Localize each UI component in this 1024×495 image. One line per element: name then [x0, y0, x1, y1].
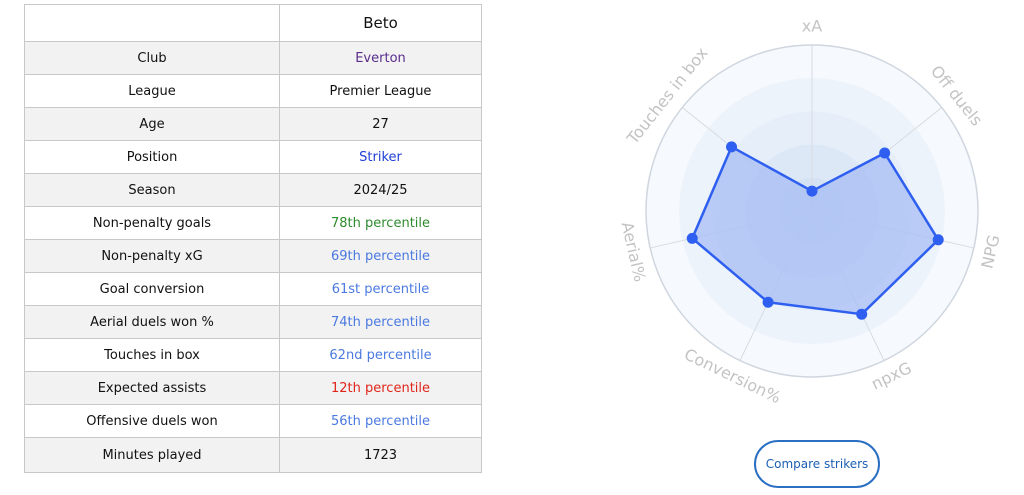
- row-value: 12th percentile: [279, 371, 482, 405]
- row-label: Aerial duels won %: [24, 305, 280, 339]
- row-value: 78th percentile: [279, 206, 482, 240]
- table-row: Club Everton: [24, 41, 482, 75]
- row-value: 1723: [279, 437, 482, 473]
- radar-axis-label: NPG: [977, 233, 1003, 270]
- radar-point: [932, 234, 944, 246]
- radar-series-area: [690, 145, 940, 316]
- row-label: Goal conversion: [24, 272, 280, 306]
- row-label: Touches in box: [24, 338, 280, 372]
- row-label: Season: [24, 173, 280, 207]
- row-value: 61st percentile: [279, 272, 482, 306]
- row-value: Everton: [279, 41, 482, 75]
- radar-axis-label: xA: [802, 17, 822, 36]
- table-row: Aerial duels won % 74th percentile: [24, 305, 482, 339]
- row-label: Age: [24, 107, 280, 141]
- radar-point: [879, 147, 891, 159]
- compare-strikers-button[interactable]: Compare strikers: [754, 440, 880, 488]
- table-row: Age 27: [24, 107, 482, 141]
- player-name-text: Beto: [363, 14, 398, 32]
- radar-chart: xA Off duels NPG npxG Conversion% Aerial% Touc…: [600, 6, 1020, 426]
- radar-point: [806, 185, 818, 197]
- table-row: Non-penalty xG 69th percentile: [24, 239, 482, 273]
- row-value: Striker: [279, 140, 482, 174]
- row-value: 62nd percentile: [279, 338, 482, 372]
- table-row: Minutes played 1723: [24, 437, 482, 473]
- header-empty-cell: [24, 4, 280, 42]
- radar-axis-label: Aerial%: [617, 220, 649, 284]
- table-row: Expected assists 12th percentile: [24, 371, 482, 405]
- table-row: Season 2024/25: [24, 173, 482, 207]
- row-label: Minutes played: [24, 437, 280, 473]
- row-value: 27: [279, 107, 482, 141]
- table-header-row: Beto: [24, 4, 482, 42]
- radar-point: [726, 141, 738, 153]
- table-row: Goal conversion 61st percentile: [24, 272, 482, 306]
- row-label: Offensive duels won: [24, 404, 280, 438]
- row-value: Premier League: [279, 74, 482, 108]
- player-stats-table: Beto Club Everton League Premier League Age 2…: [24, 4, 482, 473]
- radar-point: [762, 296, 774, 308]
- row-label: Non-penalty goals: [24, 206, 280, 240]
- table-row: Non-penalty goals 78th percentile: [24, 206, 482, 240]
- table-row: League Premier League: [24, 74, 482, 108]
- row-value: 69th percentile: [279, 239, 482, 273]
- row-label: Position: [24, 140, 280, 174]
- player-name: Beto: [279, 4, 482, 42]
- row-value: 74th percentile: [279, 305, 482, 339]
- table-row: Position Striker: [24, 140, 482, 174]
- row-label: Non-penalty xG: [24, 239, 280, 273]
- radar-point: [686, 232, 698, 244]
- table-row: Offensive duels won 56th percentile: [24, 404, 482, 438]
- row-label: League: [24, 74, 280, 108]
- row-label: Club: [24, 41, 280, 75]
- row-value: 56th percentile: [279, 404, 482, 438]
- radar-point: [856, 308, 868, 320]
- row-value: 2024/25: [279, 173, 482, 207]
- table-row: Touches in box 62nd percentile: [24, 338, 482, 372]
- row-label: Expected assists: [24, 371, 280, 405]
